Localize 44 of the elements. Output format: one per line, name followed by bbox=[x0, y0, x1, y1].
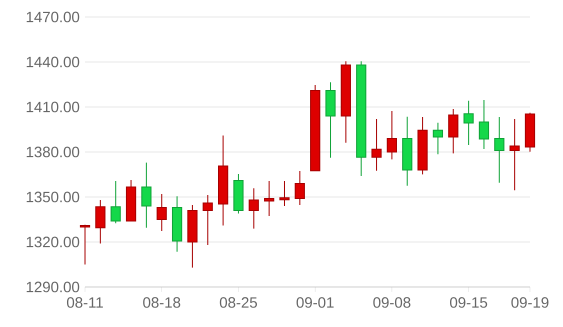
candlestick bbox=[325, 82, 336, 158]
candlestick bbox=[340, 60, 351, 144]
candlestick bbox=[356, 60, 366, 176]
candlestick bbox=[172, 196, 182, 252]
candlestick bbox=[156, 193, 167, 232]
candlestick bbox=[279, 180, 290, 206]
candlestick bbox=[386, 110, 397, 160]
x-tick-label: 08-11 bbox=[66, 297, 103, 308]
candlestick bbox=[126, 180, 136, 222]
y-tick-label: 1470.00 bbox=[26, 12, 80, 22]
x-tick-label: 09-15 bbox=[450, 297, 488, 308]
y-tick-label: 1320.00 bbox=[26, 236, 80, 248]
candlestick bbox=[218, 134, 228, 226]
x-tick-label: 09-08 bbox=[373, 297, 410, 308]
x-tick-label: 09-19 bbox=[511, 297, 548, 308]
candlestick bbox=[494, 116, 504, 184]
x-tick-label: 08-18 bbox=[143, 297, 180, 308]
candlestick bbox=[524, 112, 536, 152]
candlestick bbox=[141, 162, 152, 228]
candlestick bbox=[464, 100, 474, 146]
candlestick bbox=[478, 99, 490, 150]
y-tick-label: 1380.00 bbox=[26, 146, 80, 158]
candlestick bbox=[448, 108, 458, 154]
candlestick bbox=[202, 194, 213, 246]
candlestick bbox=[110, 180, 121, 224]
y-tick-label: 1350.00 bbox=[26, 192, 80, 202]
candlestick bbox=[432, 122, 444, 155]
x-tick-label: 09-01 bbox=[296, 297, 334, 308]
candlestick bbox=[80, 224, 90, 265]
candlestick bbox=[248, 188, 259, 230]
candlestick bbox=[264, 180, 274, 217]
x-tick-label: 08-25 bbox=[220, 297, 257, 308]
candlestick bbox=[294, 170, 305, 206]
candlestick bbox=[95, 199, 106, 244]
candlestick bbox=[310, 84, 320, 172]
candlestick bbox=[371, 118, 382, 172]
candlestick bbox=[417, 116, 428, 175]
candlestick bbox=[402, 116, 412, 186]
y-tick-label: 1440.00 bbox=[26, 56, 80, 68]
y-tick-label: 1410.00 bbox=[26, 102, 80, 112]
candlestick bbox=[510, 118, 520, 191]
y-tick-label: 1290.00 bbox=[26, 282, 80, 292]
candlestick bbox=[187, 204, 198, 268]
candlestick bbox=[233, 174, 244, 214]
